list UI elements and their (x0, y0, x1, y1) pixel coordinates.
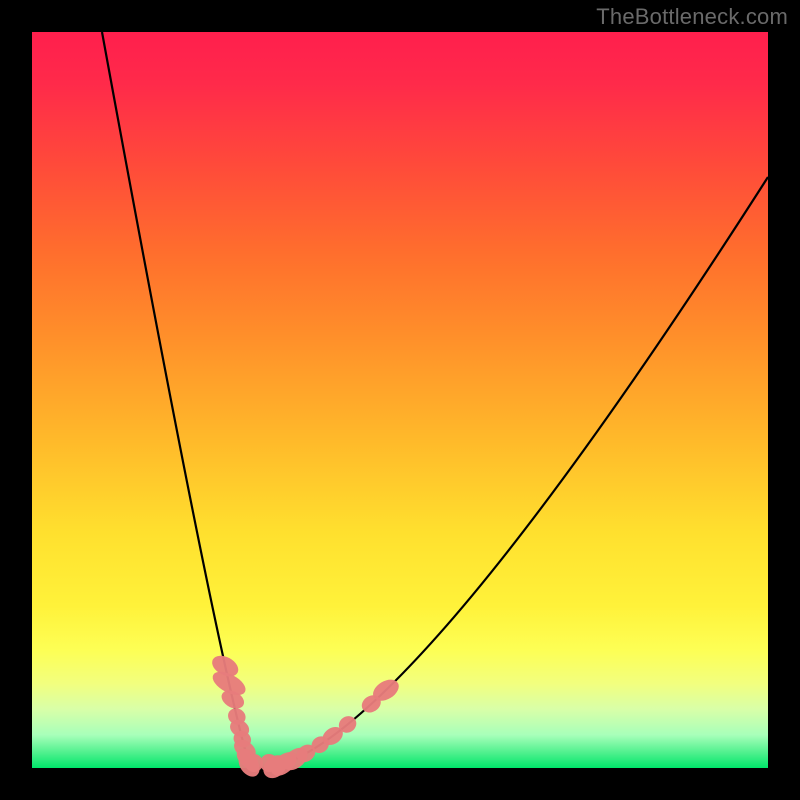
bottleneck-chart (0, 0, 800, 800)
chart-frame: TheBottleneck.com (0, 0, 800, 800)
